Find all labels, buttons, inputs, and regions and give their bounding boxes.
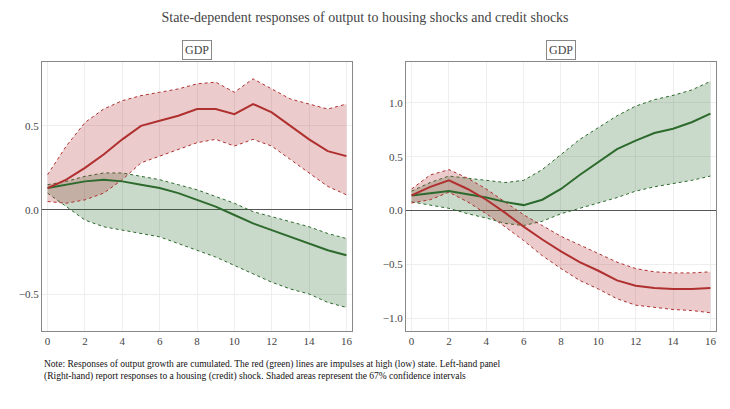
svg-text:10: 10	[229, 335, 241, 347]
svg-text:16: 16	[705, 335, 717, 347]
svg-text:0: 0	[45, 335, 51, 347]
svg-text:8: 8	[558, 335, 564, 347]
svg-text:4: 4	[484, 335, 490, 347]
svg-text:12: 12	[266, 335, 277, 347]
svg-text:4: 4	[120, 335, 126, 347]
svg-text:−0.5: −0.5	[19, 288, 39, 300]
svg-text:1.0: 1.0	[389, 97, 403, 109]
svg-text:−0.5: −0.5	[383, 258, 403, 270]
svg-text:6: 6	[157, 335, 163, 347]
svg-text:0.0: 0.0	[25, 204, 39, 216]
svg-text:0.0: 0.0	[389, 204, 403, 216]
svg-text:Note: Responses of output grow: Note: Responses of output growth are cum…	[44, 359, 501, 382]
svg-text:14: 14	[304, 335, 316, 347]
svg-text:2: 2	[82, 335, 88, 347]
svg-text:16: 16	[341, 335, 353, 347]
svg-text:8: 8	[194, 335, 200, 347]
svg-text:0.5: 0.5	[25, 120, 39, 132]
svg-text:0: 0	[409, 335, 415, 347]
svg-text:14: 14	[668, 335, 680, 347]
svg-text:0.5: 0.5	[389, 151, 403, 163]
svg-text:2: 2	[446, 335, 452, 347]
svg-text:10: 10	[593, 335, 605, 347]
svg-text:GDP: GDP	[185, 43, 209, 57]
svg-text:6: 6	[521, 335, 527, 347]
svg-text:12: 12	[630, 335, 641, 347]
svg-text:GDP: GDP	[549, 43, 573, 57]
svg-text:State-dependent responses of o: State-dependent responses of output to h…	[161, 10, 568, 25]
svg-text:−1.0: −1.0	[383, 312, 403, 324]
